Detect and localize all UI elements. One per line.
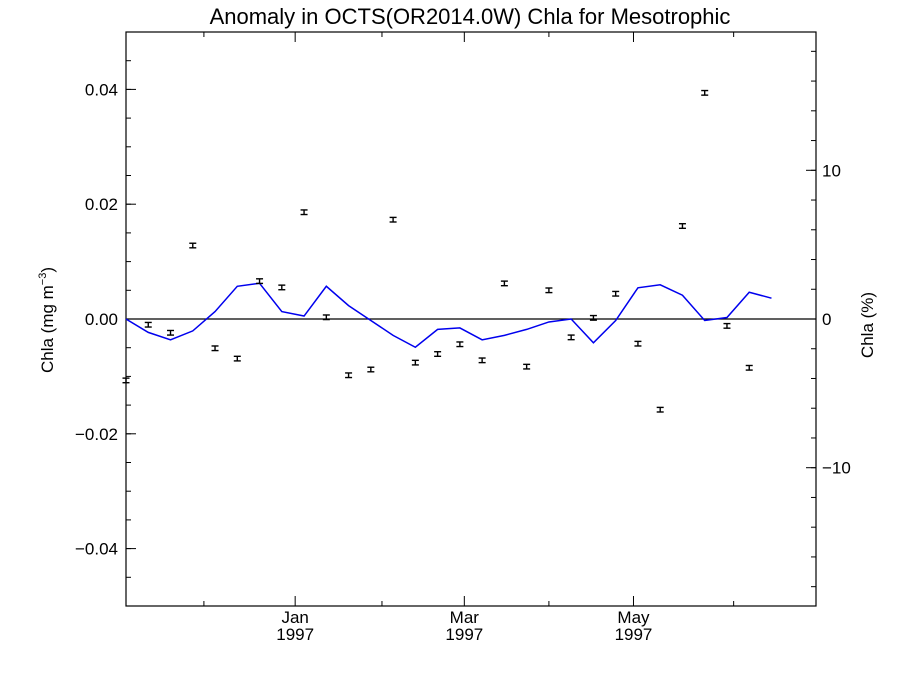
right-tick-label: 0 xyxy=(822,310,831,329)
x-tick-label-year: 1997 xyxy=(445,625,483,644)
anomaly-point xyxy=(456,341,464,348)
y-axis-left-label: Chla (mg m−3) xyxy=(37,267,57,373)
anomaly-point xyxy=(322,314,330,321)
x-tick-label-month: Jan xyxy=(281,608,308,627)
anomaly-point xyxy=(434,351,442,358)
anomaly-point xyxy=(256,278,264,285)
anomaly-point xyxy=(523,363,531,370)
right-axis: −10 0 10 xyxy=(806,50,851,588)
anomaly-points-group xyxy=(122,89,753,413)
right-tick-label: −10 xyxy=(822,459,851,478)
anomaly-point xyxy=(411,359,419,366)
anomaly-point xyxy=(278,284,286,291)
percent-line-group xyxy=(125,282,772,349)
anomaly-point xyxy=(233,355,241,362)
percent-anomaly-line xyxy=(125,282,772,349)
anomaly-point xyxy=(500,280,508,287)
x-tick-label-year: 1997 xyxy=(276,625,314,644)
anomaly-point xyxy=(678,223,686,230)
anomaly-point xyxy=(300,209,308,216)
anomaly-point xyxy=(589,314,597,321)
anomaly-point xyxy=(189,242,197,249)
left-axis: −0.04 −0.02 0.00 0.02 0.04 xyxy=(75,31,136,607)
left-tick-label: −0.02 xyxy=(75,425,118,444)
anomaly-point xyxy=(545,287,553,294)
chart-title: Anomaly in OCTS(OR2014.0W) Chla for Meso… xyxy=(210,4,731,29)
left-tick-label: 0.02 xyxy=(85,195,118,214)
y-axis-right-label: Chla (%) xyxy=(858,292,877,358)
anomaly-point xyxy=(345,372,353,379)
y-axis-left-label-superscript: −3 xyxy=(37,273,49,286)
right-tick-label: 10 xyxy=(822,161,841,180)
y-axis-left-label-suffix: ) xyxy=(38,267,57,273)
anomaly-point xyxy=(122,377,130,384)
anomaly-point xyxy=(389,216,397,223)
y-axis-left-label-main: Chla (mg m xyxy=(38,285,57,373)
left-tick-label: 0.04 xyxy=(85,80,118,99)
anomaly-point xyxy=(656,406,664,413)
anomaly-point xyxy=(723,322,731,329)
x-tick-label-month: Mar xyxy=(450,608,480,627)
anomaly-point xyxy=(144,321,152,328)
left-tick-label: −0.04 xyxy=(75,540,118,559)
x-tick-label-month: May xyxy=(617,608,650,627)
left-tick-label: 0.00 xyxy=(85,310,118,329)
anomaly-point xyxy=(367,366,375,373)
anomaly-point xyxy=(701,89,709,96)
anomaly-point xyxy=(634,340,642,347)
anomaly-point xyxy=(612,290,620,297)
anomaly-point xyxy=(211,345,219,352)
anomaly-point xyxy=(567,334,575,341)
anomaly-point xyxy=(167,329,175,336)
anomaly-point xyxy=(745,364,753,371)
anomaly-point xyxy=(478,357,486,364)
x-tick-label-year: 1997 xyxy=(615,625,653,644)
